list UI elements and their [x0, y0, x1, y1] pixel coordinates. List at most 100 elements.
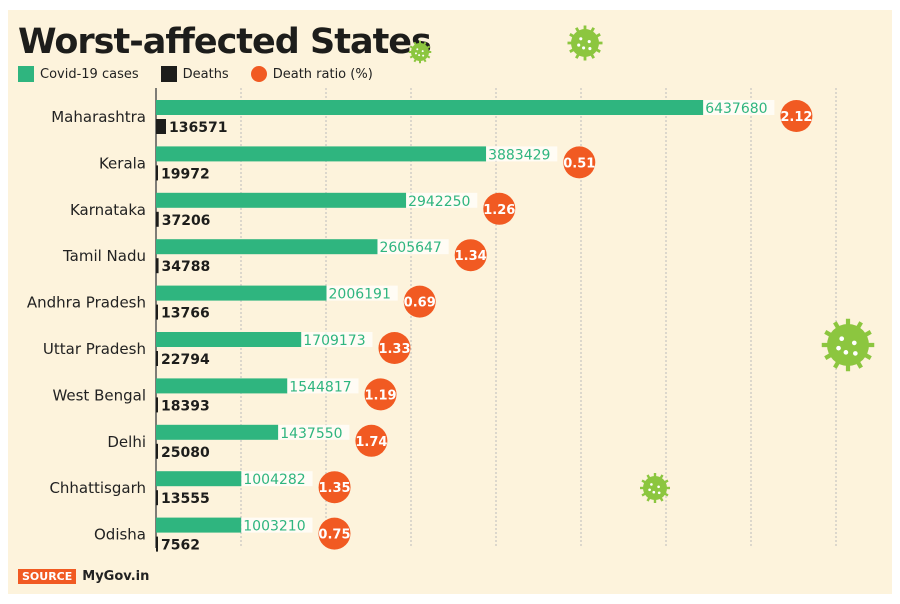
virus-dot [587, 40, 591, 44]
ratio-label: 1.19 [364, 388, 396, 403]
cases-label-bg [326, 285, 398, 301]
source-text: MyGov.in [82, 569, 150, 584]
deaths-label: 13555 [161, 491, 210, 507]
cases-label-bg [287, 378, 359, 394]
cases-bar [156, 517, 242, 533]
ratio-label: 0.51 [563, 156, 595, 171]
category-label: Odisha [94, 526, 146, 544]
deaths-bar [156, 258, 159, 274]
cases-label: 1437550 [280, 426, 342, 442]
deaths-label: 18393 [161, 398, 210, 414]
cases-label: 2942250 [408, 194, 470, 210]
ratio-label: 1.33 [378, 342, 410, 357]
ratio-label: 2.12 [780, 110, 812, 125]
category-label: Andhra Pradesh [27, 294, 146, 312]
virus-dot [416, 48, 419, 51]
cases-bar [156, 378, 288, 394]
legend-swatch-cases [18, 66, 34, 82]
cases-label-bg [241, 517, 313, 533]
ratio-circle [403, 285, 436, 318]
cases-label-bg [301, 332, 373, 347]
virus-dot [588, 47, 592, 51]
legend-swatch-ratio [250, 66, 267, 82]
deaths-bar [156, 165, 158, 181]
ratio-circle [454, 239, 487, 272]
cases-label: 1003210 [243, 519, 305, 535]
ratio-circle [563, 146, 596, 179]
deaths-label: 25080 [161, 445, 210, 461]
legend-label-ratio: Death ratio (%) [272, 66, 373, 82]
legend-swatch-deaths [160, 66, 177, 82]
virus-dot [657, 485, 660, 489]
deaths-bar [156, 211, 159, 227]
ratio-label: 1.35 [319, 481, 351, 496]
virus-dot [577, 43, 581, 47]
cases-label: 6437680 [705, 101, 767, 117]
deaths-label: 7562 [161, 538, 200, 554]
ratio-label: 1.74 [355, 435, 387, 450]
cases-label-bg [241, 471, 313, 487]
deaths-bar [156, 397, 158, 413]
virus-dot [414, 52, 417, 55]
cases-bar [156, 192, 407, 208]
ratio-circle [364, 378, 397, 411]
category-label: Kerala [99, 154, 146, 172]
deaths-label: 19972 [161, 166, 210, 182]
ratio-circle [483, 192, 516, 225]
ratio-circle [355, 424, 388, 457]
chart-title: Worst-affected States [18, 22, 432, 62]
virus-icon [411, 43, 429, 61]
virus-dot [648, 488, 651, 492]
cases-label-bg [406, 192, 478, 208]
ratio-circle [318, 471, 351, 504]
deaths-bar [156, 443, 158, 459]
cases-bar [156, 146, 487, 162]
deaths-bar [156, 351, 158, 366]
cases-label: 2605647 [379, 240, 441, 256]
ratio-circle [318, 517, 351, 550]
virus-icon [643, 476, 667, 500]
virus-dot [851, 340, 857, 346]
ratio-label: 0.75 [318, 528, 350, 543]
virus-dot [836, 345, 841, 351]
legend: Covid-19 cases Deaths Death ratio (%) [18, 66, 395, 82]
category-label: Maharashtra [51, 108, 146, 126]
cases-label: 3883429 [488, 147, 550, 163]
cases-label: 1004282 [243, 472, 305, 488]
legend-label-cases: Covid-19 cases [40, 66, 139, 82]
ratio-circle [780, 100, 813, 132]
ratio-label: 0.69 [404, 296, 436, 311]
virus-dot [652, 490, 656, 494]
cases-bar [156, 239, 378, 255]
cases-label: 1544817 [289, 379, 351, 395]
cases-bar [156, 424, 279, 440]
deaths-label: 136571 [169, 120, 227, 136]
deaths-label: 13766 [161, 306, 210, 322]
source: SOURCE MyGov.in [18, 569, 149, 584]
ratio-label: 1.34 [455, 249, 487, 264]
virus-dot [843, 350, 849, 355]
deaths-label: 22794 [161, 352, 210, 368]
category-label: Delhi [107, 433, 146, 451]
deaths-bar [156, 536, 158, 552]
deaths-bar [156, 490, 158, 506]
virus-dot [582, 46, 586, 50]
virus-dot [839, 336, 845, 342]
virus-dot [657, 491, 661, 495]
ratio-label: 1.26 [483, 203, 515, 218]
ratio-circle [378, 332, 411, 364]
virus-dot [650, 483, 653, 486]
category-label: West Bengal [52, 386, 146, 404]
category-label: Karnataka [70, 201, 146, 219]
virus-dot [418, 54, 421, 57]
category-label: Tamil Nadu [62, 247, 146, 265]
virus-dot [579, 37, 583, 41]
cases-label-bg [486, 146, 558, 162]
deaths-bar [156, 119, 166, 134]
cases-label-bg [278, 424, 350, 440]
cases-label: 1709173 [303, 333, 365, 349]
deaths-label: 34788 [162, 259, 211, 275]
virus-icon [827, 324, 869, 366]
cases-label-bg [703, 100, 775, 115]
virus-dot [853, 351, 858, 356]
